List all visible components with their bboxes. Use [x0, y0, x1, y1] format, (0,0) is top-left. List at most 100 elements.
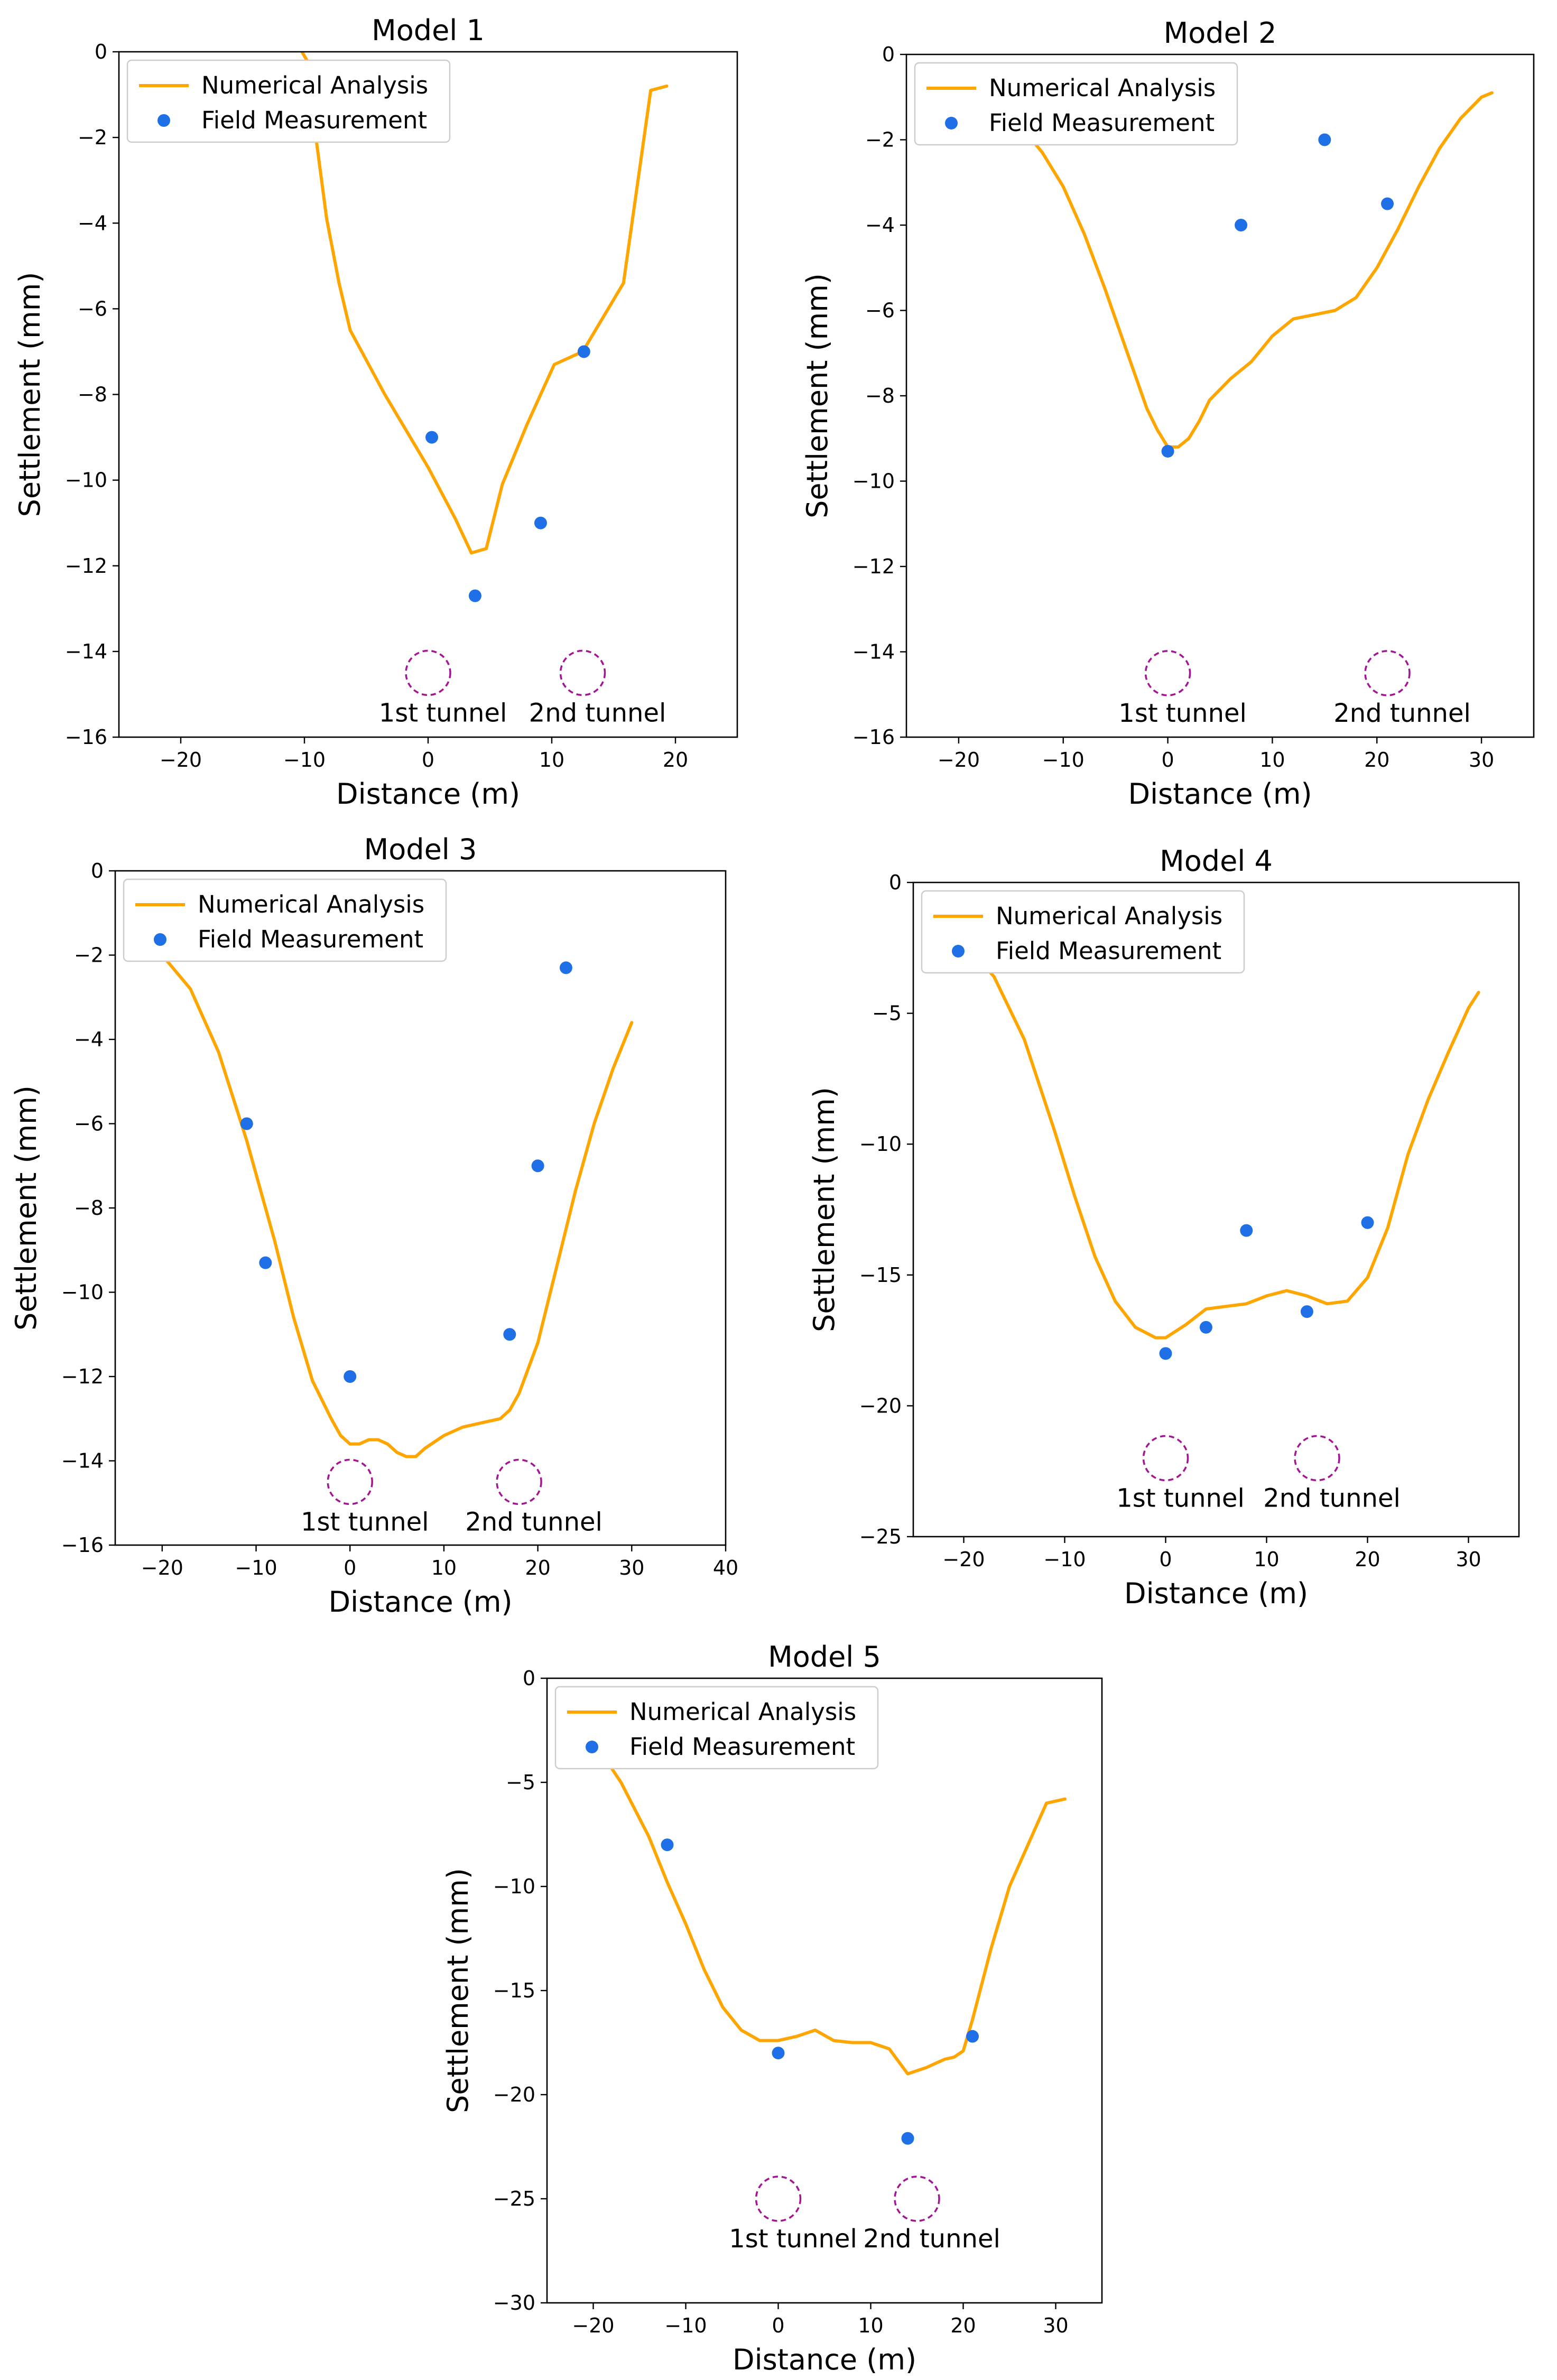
x-tick-label: −20 [572, 2314, 614, 2337]
y-tick-label: −6 [74, 1112, 104, 1136]
x-tick-label: 0 [344, 1556, 356, 1579]
x-tick-label: −10 [1042, 748, 1085, 771]
field-measurement-point [1161, 444, 1174, 458]
y-tick-label: 0 [889, 871, 902, 894]
tunnel-circle [1294, 1435, 1340, 1482]
legend-marker-swatch [157, 114, 170, 127]
y-tick-label: −20 [493, 2083, 535, 2106]
axes-frame [114, 870, 727, 1546]
tunnel-circle [894, 2176, 940, 2222]
y-tick-label: −14 [852, 640, 895, 664]
legend-entry-numerical: Numerical Analysis [996, 902, 1222, 930]
numerical-analysis-line [962, 941, 1480, 1340]
x-tick-label: −20 [938, 748, 980, 771]
x-axis-label: Distance (m) [336, 777, 520, 811]
field-measurement-point [531, 1159, 544, 1173]
subplot-model-1: Model 1 −20 −10 0 10 20 0 −2 −4 −6 −8 −10 −12 −14 −16 D… [13, 14, 738, 811]
y-tick-label: −8 [74, 1196, 104, 1220]
tunnel-label: 2nd tunnel [1333, 699, 1471, 728]
tunnel-circle [496, 1458, 542, 1505]
subplot-model-4: Model 4 −20 −10 0 10 20 30 0 −5 −10 −15 −20 −25 Dista… [808, 844, 1520, 1610]
x-tick-label: −20 [141, 1556, 183, 1579]
x-axis-label: Distance (m) [1128, 777, 1312, 811]
x-tick-label: 30 [1043, 2314, 1068, 2337]
y-tick-label: −15 [859, 1263, 902, 1287]
x-axis-label: Distance (m) [328, 1585, 512, 1619]
legend: Numerical Analysis Field Measurement [123, 878, 447, 962]
y-tick-label: 0 [523, 1667, 535, 1690]
y-tick-label: −16 [61, 1533, 104, 1557]
tunnel-circle [327, 1458, 373, 1505]
numerical-analysis-line [591, 1739, 1067, 2076]
y-tick-label: −4 [865, 213, 895, 237]
field-measurement-point [966, 2030, 979, 2043]
tunnel-label: 2nd tunnel [1263, 1483, 1401, 1513]
y-tick-label: −15 [493, 1979, 535, 2002]
axes-frame [905, 53, 1535, 738]
x-tick-label: 10 [1254, 1548, 1279, 1571]
x-tick-label: 30 [1469, 748, 1494, 771]
subplot-model-5: Model 5 −20 −10 0 10 20 30 0 −5 −10 −15 −20 −25 −30 Di… [441, 1640, 1103, 2376]
x-tick-label: −10 [235, 1556, 277, 1579]
legend-entry-field: Field Measurement [198, 925, 423, 953]
x-tick-label: −10 [283, 748, 326, 771]
y-tick-label: −12 [852, 555, 895, 578]
legend: Numerical Analysis Field Measurement [554, 1686, 879, 1770]
x-tick-label: 20 [1364, 748, 1389, 771]
y-tick-label: −10 [493, 1875, 535, 1898]
legend-entry-field: Field Measurement [996, 937, 1221, 965]
x-tick-label: 10 [1259, 748, 1285, 771]
legend-marker-swatch [945, 117, 958, 129]
legend-entry-field: Field Measurement [629, 1733, 855, 1761]
y-tick-label: −16 [65, 726, 107, 749]
legend-entry-field: Field Measurement [989, 109, 1215, 137]
x-tick-label: 30 [1456, 1548, 1481, 1571]
field-measurement-point [577, 345, 590, 358]
x-axis-label: Distance (m) [1124, 1577, 1308, 1610]
chart-title: Model 1 [372, 14, 485, 47]
y-tick-label: −10 [852, 470, 895, 493]
tunnel-label: 1st tunnel [379, 698, 507, 728]
tunnel-circle [1364, 650, 1411, 696]
tunnel-label: 2nd tunnel [863, 2224, 1000, 2254]
legend-marker-swatch [952, 945, 965, 957]
x-tick-label: 20 [1355, 1548, 1380, 1571]
field-measurement-point [1300, 1305, 1313, 1318]
y-tick-label: −6 [865, 299, 895, 322]
y-tick-label: −5 [506, 1771, 535, 1794]
field-measurement-point [1235, 219, 1248, 231]
x-tick-label: −10 [1043, 1548, 1086, 1571]
legend-entry-numerical: Numerical Analysis [201, 71, 428, 99]
y-tick-label: −2 [74, 944, 104, 967]
y-tick-label: −10 [859, 1132, 902, 1156]
axes-frame [546, 1677, 1103, 2304]
field-measurement-point [772, 2047, 785, 2060]
y-tick-label: −14 [65, 640, 107, 663]
x-tick-label: 0 [1159, 1548, 1172, 1571]
y-tick-label: −6 [78, 297, 107, 320]
numerical-analysis-line [160, 953, 634, 1458]
legend-entry-numerical: Numerical Analysis [198, 890, 424, 918]
subplot-model-3: Model 3 −20 −10 0 10 20 30 40 0 −2 −4 −6 −8 −10 −12 −14… [10, 833, 738, 1619]
y-axis-label: Settlement (mm) [441, 1868, 475, 2113]
numerical-analysis-line [300, 52, 669, 555]
x-tick-label: 10 [858, 2314, 883, 2337]
y-tick-label: −2 [78, 126, 107, 149]
tunnel-circle [1142, 1435, 1189, 1482]
legend: Numerical Analysis Field Measurement [914, 62, 1238, 146]
y-tick-label: −25 [493, 2187, 535, 2210]
x-tick-label: 0 [772, 2314, 784, 2337]
legend-box [914, 62, 1238, 146]
tunnel-circle [405, 649, 451, 696]
tunnel-circle [1144, 650, 1191, 696]
field-measurement-point [1159, 1347, 1172, 1360]
plot-area [962, 941, 1480, 1482]
legend-box [123, 878, 447, 962]
y-axis-label: Settlement (mm) [801, 273, 834, 518]
y-tick-label: −25 [859, 1525, 902, 1548]
x-axis-label: Distance (m) [733, 2343, 916, 2376]
field-measurement-point [1199, 1321, 1212, 1334]
tunnel-label: 2nd tunnel [465, 1507, 603, 1537]
